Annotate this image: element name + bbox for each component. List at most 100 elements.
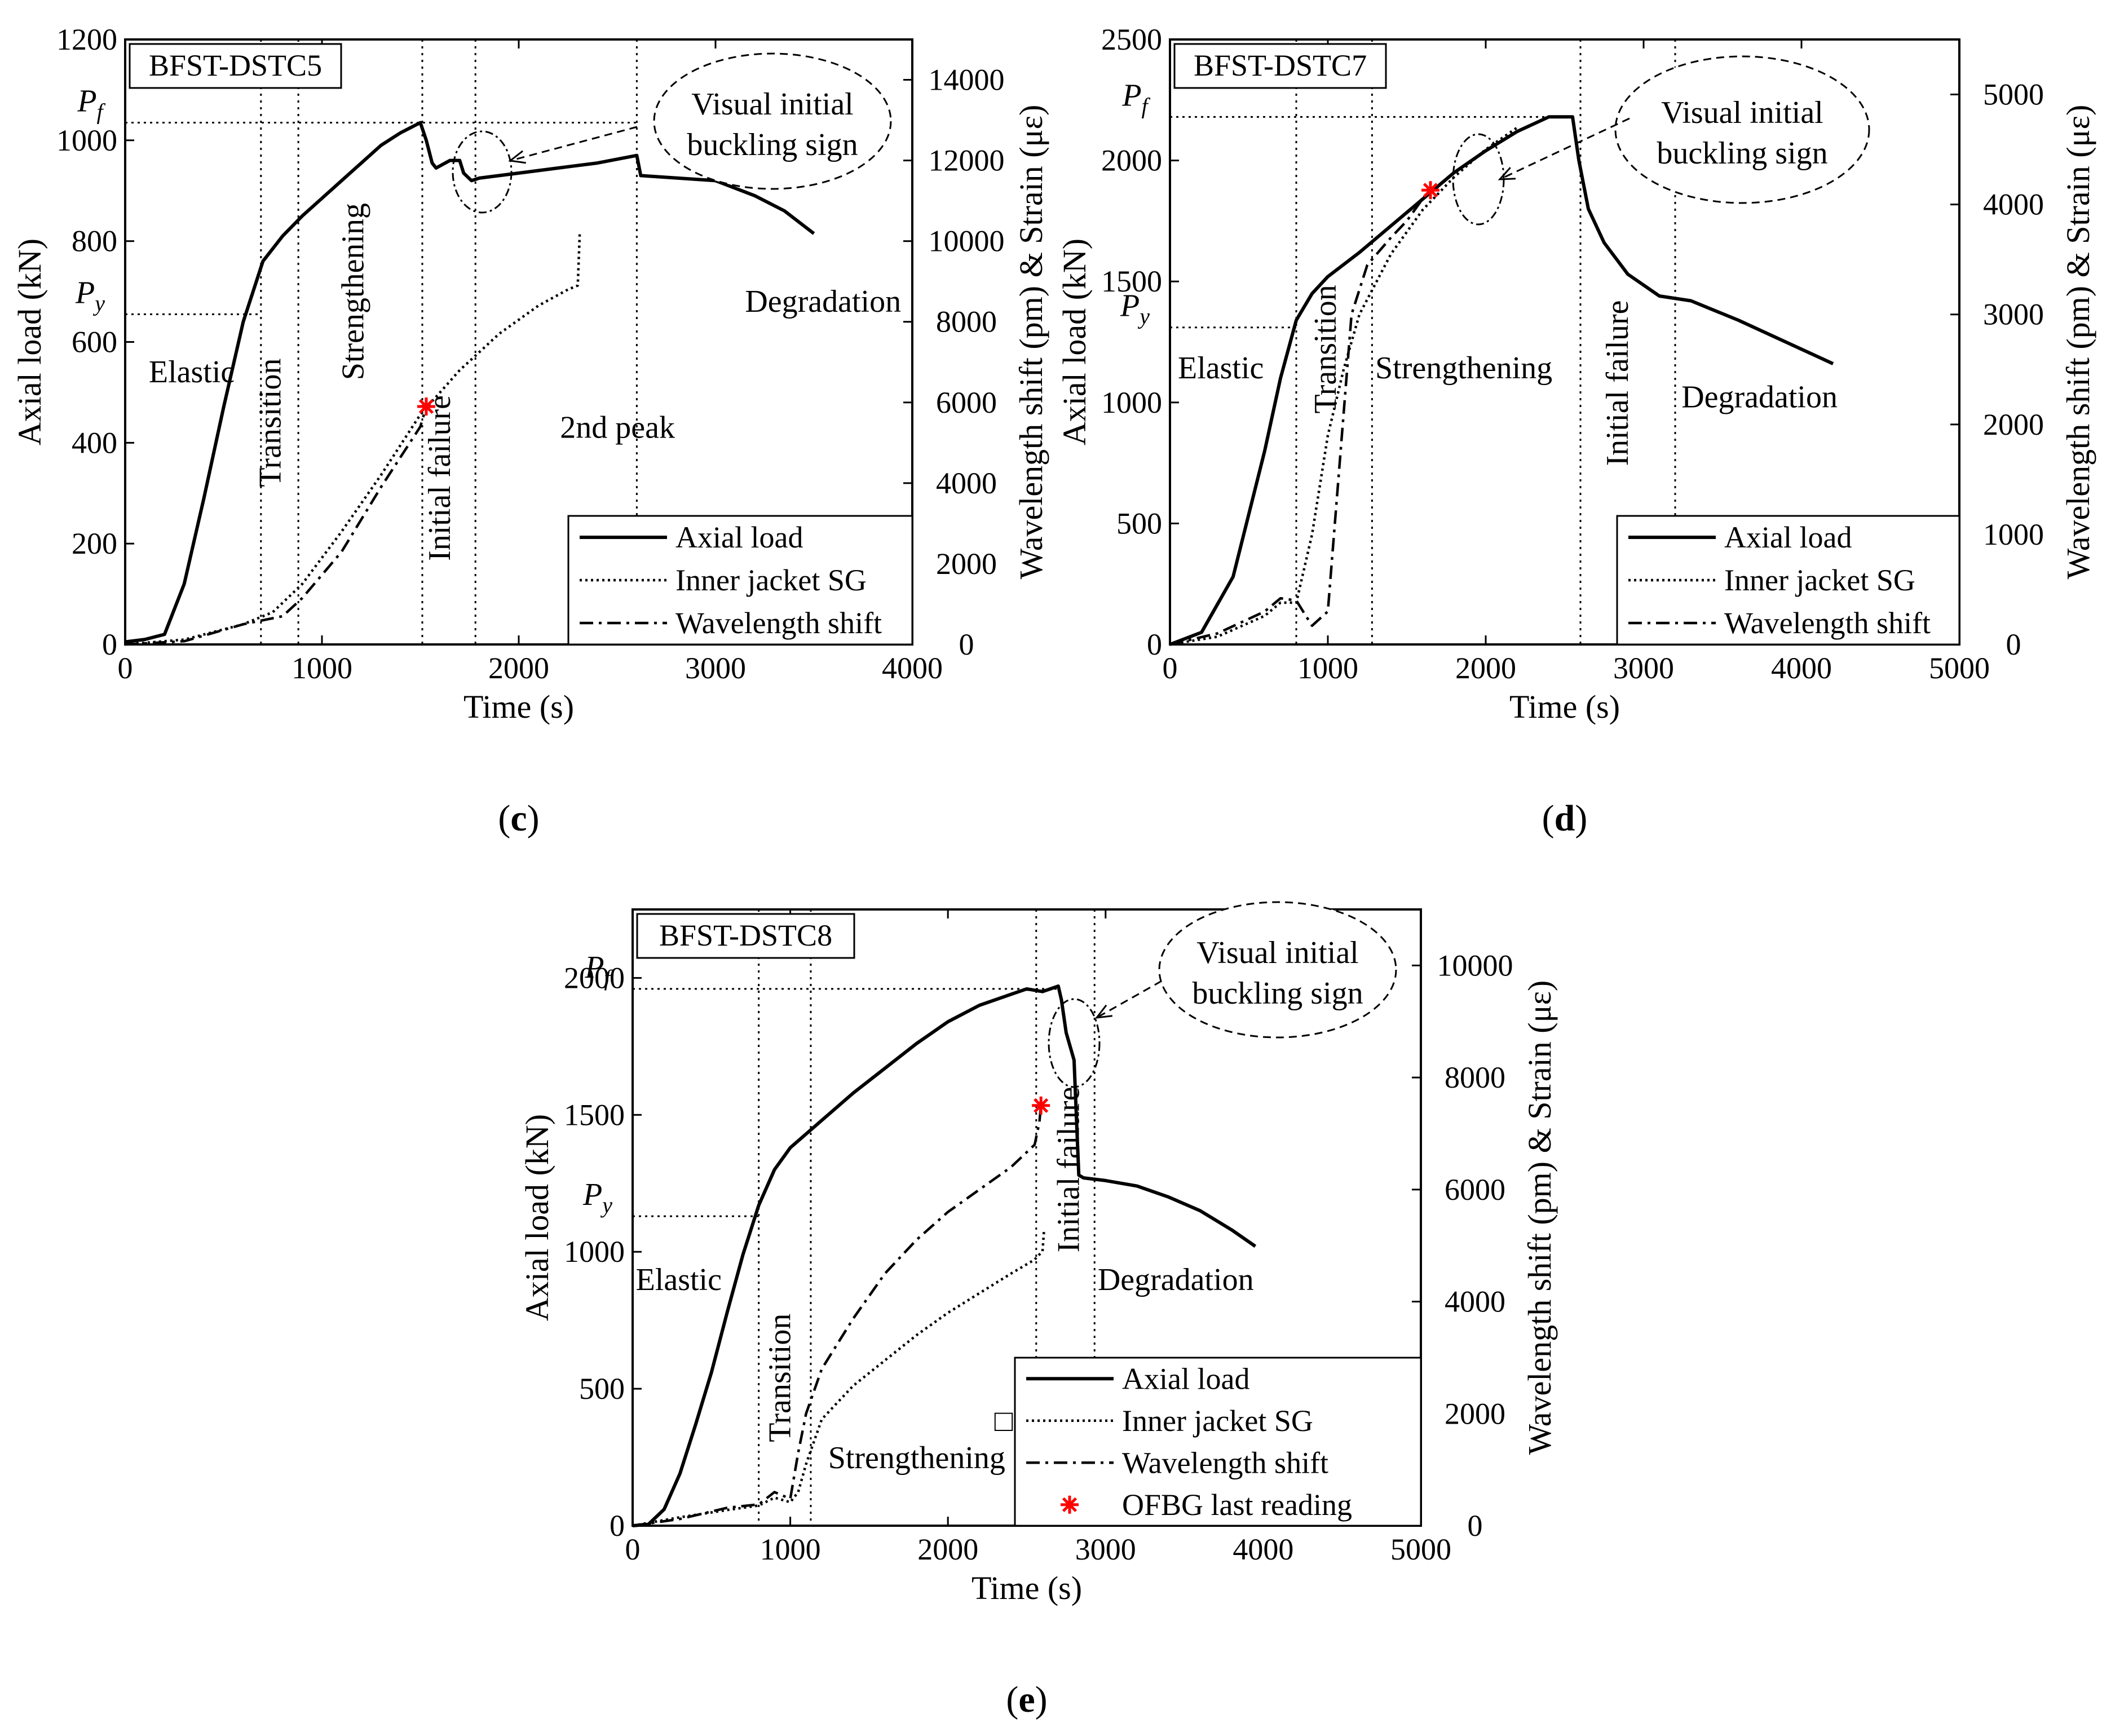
py-subscript: y — [1137, 304, 1150, 329]
x-axis-label: Time (s) — [463, 688, 574, 725]
buckling-circle — [1048, 998, 1101, 1088]
phase-label: Elastic — [1178, 351, 1264, 386]
y-tick-label: 1000 — [1101, 386, 1162, 419]
legend-marker-stroke — [1062, 1497, 1078, 1512]
y2-tick-label: 0 — [959, 628, 974, 661]
y-tick-label: 1200 — [56, 23, 117, 56]
ofbg-last-reading-marker — [417, 397, 435, 416]
panel-label-letter: d — [1555, 798, 1575, 839]
phase-label: Initial failure — [422, 395, 457, 561]
marker-stroke — [1034, 1098, 1049, 1113]
legend-label: Axial load — [675, 520, 803, 554]
x-tick-label: 1000 — [1297, 651, 1358, 685]
panel-label: (d) — [1542, 798, 1588, 839]
y2-tick-label: 1000 — [1983, 518, 2044, 551]
y2-axis-label: Wavelength shift (pm) & Strain (με) — [2060, 105, 2096, 580]
buckling-circle — [1452, 133, 1505, 226]
annotation-ellipse — [1158, 901, 1397, 1039]
phase-label: Initial failure — [1051, 1087, 1086, 1253]
y2-tick-label: 6000 — [1445, 1173, 1505, 1207]
series-axial-load — [632, 984, 1257, 1527]
specimen-box — [1173, 43, 1387, 89]
phase-label: Degradation — [1681, 379, 1838, 414]
annotation-text-line2: buckling sign — [1657, 136, 1827, 171]
chart-panel-d: 0 1000 2000 3000 4000 5000 0 500 1000 1500 2000 250… — [1056, 23, 2096, 839]
panel-label: (c) — [498, 798, 539, 839]
y-tick-label: 1500 — [564, 1098, 625, 1132]
ofbg-last-reading-marker — [1032, 1096, 1050, 1115]
phase-label: Degradation — [1098, 1262, 1254, 1297]
y-tick-label: 1000 — [564, 1235, 625, 1269]
annotation-ellipse — [653, 52, 892, 190]
y2-tick-label: 8000 — [936, 305, 997, 339]
annotation-arrow-head — [1498, 167, 1516, 180]
specimen-label: BFST-DSTC5 — [149, 48, 322, 82]
y2-tick-label: 6000 — [936, 386, 997, 419]
y2-tick-label: 2000 — [1445, 1397, 1505, 1430]
pf-subscript: f — [97, 99, 106, 125]
series-wavelength-shift — [125, 406, 428, 646]
annotation-arrow-head — [508, 150, 526, 164]
annotation-ellipse — [1614, 55, 1870, 204]
chart-panel-c: 0 1000 2000 3000 400002004006008001000120002… — [11, 23, 1049, 839]
annotation-arrow-line — [1499, 117, 1630, 180]
stray-glyph: □ — [995, 1404, 1013, 1438]
marker-stroke — [418, 399, 434, 414]
panel-label-open: ( — [498, 798, 510, 839]
y2-tick-label: 2000 — [1983, 408, 2044, 441]
y-tick-label: 0 — [1147, 628, 1162, 661]
y-axis-label: Axial load (kN) — [519, 1114, 555, 1321]
series-inner-jacket-sg — [1169, 126, 1518, 646]
panel-label-letter: e — [1018, 1679, 1035, 1720]
x-tick-label: 4000 — [882, 651, 943, 685]
y-tick-label: 0 — [610, 1509, 625, 1543]
series-axial-load — [125, 121, 815, 644]
y-axis-label: Axial load (kN) — [1056, 238, 1093, 445]
panel-label-open: ( — [1542, 798, 1555, 839]
legend-label: Wavelength shift — [675, 606, 882, 640]
phase-label: Initial failure — [1600, 301, 1635, 466]
buckling-circle — [452, 130, 513, 214]
annotation-arrow-head — [1094, 1004, 1112, 1019]
x-axis-label: Time (s) — [971, 1570, 1082, 1606]
y2-tick-label: 14000 — [929, 63, 1005, 97]
legend-label: OFBG last reading — [1122, 1488, 1352, 1522]
x-tick-label: 3000 — [685, 651, 746, 685]
x-tick-label: 2000 — [488, 651, 549, 685]
series-wavelength-shift — [632, 1105, 1043, 1527]
y-tick-label: 800 — [72, 224, 117, 258]
legend-label: Wavelength shift — [1122, 1446, 1328, 1479]
y-tick-label: 1000 — [56, 123, 117, 157]
x-tick-label: 0 — [118, 651, 133, 685]
panel-label-letter: c — [510, 798, 527, 839]
phase-label: Transition — [1308, 285, 1343, 413]
y-tick-label: 2000 — [1101, 144, 1162, 178]
py-subscript: y — [92, 290, 105, 316]
y-tick-label: 500 — [579, 1372, 625, 1406]
series-axial-load — [1169, 115, 1834, 646]
phase-label: Transition — [253, 358, 288, 487]
marker-stroke — [1423, 183, 1438, 198]
py-label: Py — [582, 1177, 612, 1218]
y2-tick-label: 0 — [1468, 1509, 1483, 1543]
specimen-box — [636, 913, 855, 959]
y2-tick-label: 0 — [2006, 628, 2021, 661]
pf-label: Pf — [77, 84, 105, 125]
annotation-text-line2: buckling sign — [1192, 976, 1363, 1011]
legend-label: Inner jacket SG — [675, 563, 867, 597]
series-inner-jacket-sg — [125, 233, 581, 646]
y2-tick-label: 4000 — [936, 466, 997, 500]
py-subscript: y — [600, 1192, 612, 1218]
y2-tick-label: 5000 — [1983, 78, 2044, 112]
phase-label: Transition — [763, 1314, 798, 1442]
specimen-label: BFST-DSTC8 — [659, 918, 832, 952]
phase-label: Strengthening — [828, 1441, 1005, 1476]
phase-label: 2nd peak — [560, 410, 675, 445]
annotation-text-line2: buckling sign — [687, 127, 858, 162]
panel-label-open: ( — [1006, 1679, 1018, 1720]
y2-axis-label: Wavelength shift (pm) & Strain (με) — [1521, 980, 1558, 1455]
y2-tick-label: 10000 — [929, 224, 1005, 258]
phase-label: Elastic — [636, 1262, 722, 1297]
pf-label: Pf — [1121, 78, 1150, 118]
